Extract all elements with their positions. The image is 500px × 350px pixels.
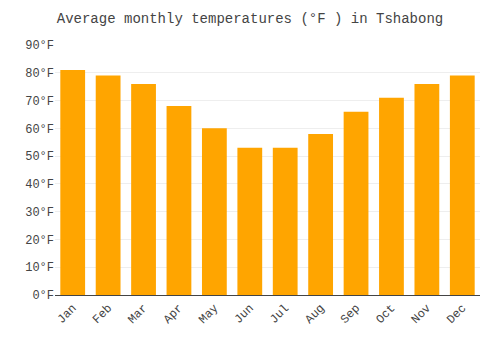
svg-text:Dec: Dec — [444, 302, 469, 327]
svg-text:Feb: Feb — [90, 302, 115, 327]
svg-text:Sep: Sep — [338, 302, 363, 327]
svg-text:Mar: Mar — [125, 302, 150, 327]
svg-text:80°F: 80°F — [25, 67, 54, 81]
svg-text:Jan: Jan — [55, 302, 80, 327]
svg-text:Jun: Jun — [232, 302, 257, 327]
svg-text:Apr: Apr — [161, 302, 186, 327]
svg-text:10°F: 10°F — [25, 261, 54, 275]
svg-text:30°F: 30°F — [25, 206, 54, 220]
svg-text:Oct: Oct — [373, 302, 398, 327]
svg-text:60°F: 60°F — [25, 123, 54, 137]
svg-text:20°F: 20°F — [25, 234, 54, 248]
svg-text:Nov: Nov — [409, 302, 434, 327]
svg-text:70°F: 70°F — [25, 95, 54, 109]
svg-text:Jul: Jul — [267, 302, 292, 327]
svg-text:May: May — [196, 302, 221, 327]
svg-text:40°F: 40°F — [25, 178, 54, 192]
svg-text:0°F: 0°F — [32, 289, 54, 303]
svg-text:90°F: 90°F — [25, 39, 54, 53]
svg-text:Aug: Aug — [303, 302, 328, 327]
svg-text:50°F: 50°F — [25, 150, 54, 164]
svg-text:Average monthly temperatures (: Average monthly temperatures (°F ) in Ts… — [57, 11, 443, 27]
